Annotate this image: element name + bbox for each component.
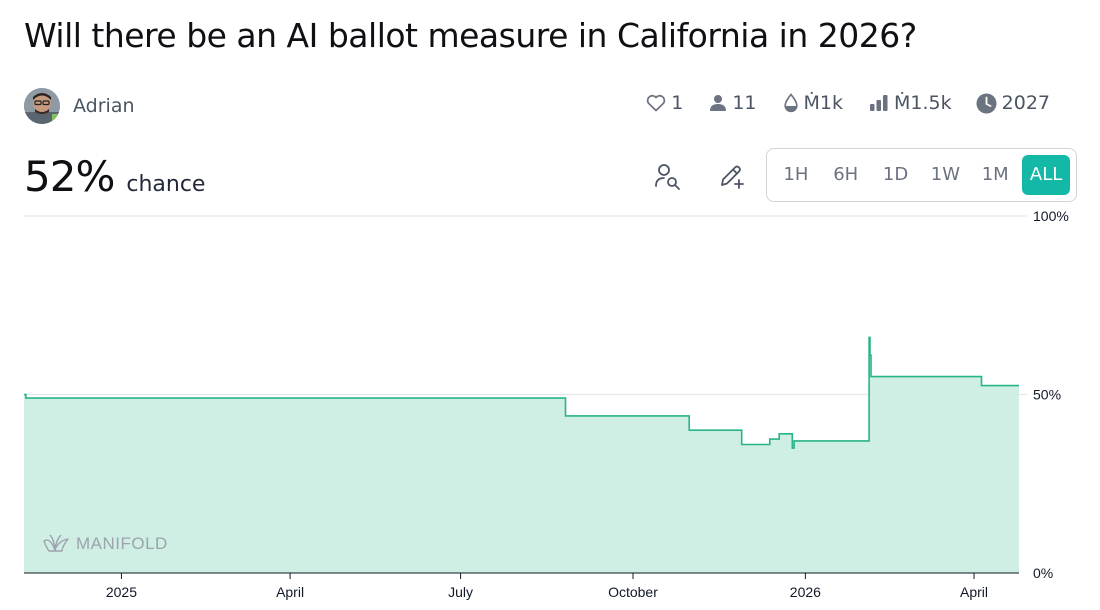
x-tick-label: 2025 bbox=[106, 584, 137, 600]
range-1w-button[interactable]: 1W bbox=[930, 164, 961, 185]
view-trader-positions-button[interactable] bbox=[654, 162, 682, 190]
probability-value: 52% bbox=[24, 152, 115, 201]
range-1h-button[interactable]: 1H bbox=[783, 164, 809, 185]
time-range-selector: 1H 6H 1D 1W 1M ALL bbox=[766, 148, 1077, 202]
volume-stat[interactable]: Ṁ1.5k bbox=[869, 92, 952, 114]
user-icon bbox=[710, 95, 727, 111]
bar-chart-icon bbox=[870, 95, 888, 111]
avatar-image bbox=[24, 88, 60, 124]
likes-stat[interactable]: 1 bbox=[646, 92, 683, 114]
liquidity-value: Ṁ1k bbox=[803, 92, 844, 114]
x-tick-label: April bbox=[960, 584, 988, 600]
traders-count: 11 bbox=[732, 92, 757, 114]
volume-value: Ṁ1.5k bbox=[894, 92, 952, 114]
creator[interactable]: Adrian bbox=[24, 88, 135, 124]
market-stats: 1 11 Ṁ1k Ṁ1.5k 2027 bbox=[628, 92, 1050, 114]
creator-name[interactable]: Adrian bbox=[73, 95, 135, 117]
x-tick-label: October bbox=[608, 584, 658, 600]
close-year: 2027 bbox=[1001, 92, 1050, 114]
y-tick-label: 0% bbox=[1033, 565, 1053, 581]
range-6h-button[interactable]: 6H bbox=[833, 164, 859, 185]
range-all-button[interactable]: ALL bbox=[1022, 155, 1070, 195]
market-title: Will there be an AI ballot measure in Ca… bbox=[24, 16, 917, 55]
x-tick-label: 2026 bbox=[790, 584, 821, 600]
likes-count: 1 bbox=[671, 92, 684, 114]
x-tick-label: April bbox=[276, 584, 304, 600]
droplet-icon bbox=[783, 93, 798, 113]
probability-label: chance bbox=[126, 172, 206, 197]
probability-display: 52% chance bbox=[24, 152, 205, 201]
manifold-watermark: MANIFOLD bbox=[43, 534, 168, 553]
y-tick-label: 50% bbox=[1033, 387, 1061, 403]
range-1m-button[interactable]: 1M bbox=[981, 164, 1009, 185]
manifold-logo-icon bbox=[43, 534, 69, 552]
manifold-wordmark: MANIFOLD bbox=[76, 534, 168, 553]
pencil-plus-icon bbox=[721, 165, 744, 189]
heart-icon bbox=[647, 94, 666, 112]
x-tick-label: July bbox=[448, 584, 473, 600]
add-annotation-button[interactable] bbox=[718, 162, 746, 190]
y-tick-label: 100% bbox=[1033, 208, 1069, 224]
probability-chart[interactable]: 100%50%0% 2025 April July October 2026 April … bbox=[0, 200, 1100, 610]
range-1d-button[interactable]: 1D bbox=[882, 164, 909, 185]
avatar[interactable] bbox=[24, 88, 60, 124]
probability-area bbox=[24, 337, 1019, 573]
probability-line bbox=[24, 336, 1019, 449]
clock-icon bbox=[976, 93, 997, 113]
traders-stat[interactable]: 11 bbox=[709, 92, 757, 114]
close-date-stat[interactable]: 2027 bbox=[976, 92, 1050, 114]
liquidity-stat[interactable]: Ṁ1k bbox=[783, 92, 843, 114]
user-search-icon bbox=[655, 164, 680, 190]
